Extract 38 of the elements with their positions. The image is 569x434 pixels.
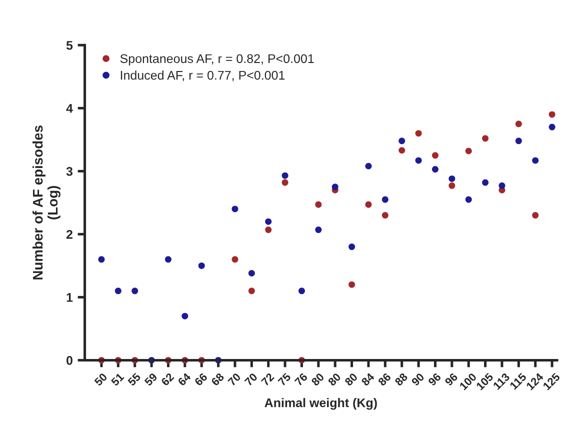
x-axis-title: Animal weight (Kg) [264,398,377,410]
x-tick-label: 100 [459,372,477,390]
x-tick-label: 68 [210,372,225,386]
x-tick-label: 96 [428,372,442,386]
x-tick-label: 80 [310,372,325,386]
y-tick-label: 1 [66,293,73,302]
x-tick-label: 64 [177,372,192,386]
x-tick-label: 51 [110,372,124,386]
x-tick-label: 55 [127,372,142,386]
x-tick-label: 88 [394,372,408,386]
y-tick-label: 2 [66,230,72,239]
x-tick-label: 105 [476,372,494,390]
x-tick-label: 62 [160,372,174,386]
x-tick-label: 115 [509,372,527,390]
x-tick-label: 80 [328,372,342,386]
y-tick-label: 0 [66,356,72,365]
x-tick-label: 66 [194,372,208,386]
x-tick-label: 86 [378,372,392,386]
x-tick-label: 80 [344,372,358,386]
x-tick-label: 70 [227,372,242,386]
x-tick-label: 75 [278,372,292,386]
y-axis-title: Number of AF episodes (Log) [32,126,60,280]
x-tick-label: 50 [94,372,108,386]
x-tick-label: 72 [260,372,274,386]
x-tick-label: 59 [144,372,158,386]
y-tick-label: 5 [66,41,73,50]
x-tick-label: 124 [526,372,544,390]
x-tick-label: 125 [542,372,560,390]
x-tick-label: 84 [360,372,375,386]
y-tick-label: 4 [66,104,73,113]
x-tick-label: 96 [444,372,458,386]
x-tick-label: 113 [492,372,510,390]
x-tick-label: 90 [410,372,425,386]
legend-label: Induced AF, r = 0.77, P<0.001 [120,70,285,82]
y-tick-label: 3 [66,166,73,176]
legend-label: Spontaneous AF, r = 0.82, P<0.001 [120,54,314,66]
x-tick-label: 76 [294,372,308,386]
x-tick-label: 70 [244,372,258,386]
